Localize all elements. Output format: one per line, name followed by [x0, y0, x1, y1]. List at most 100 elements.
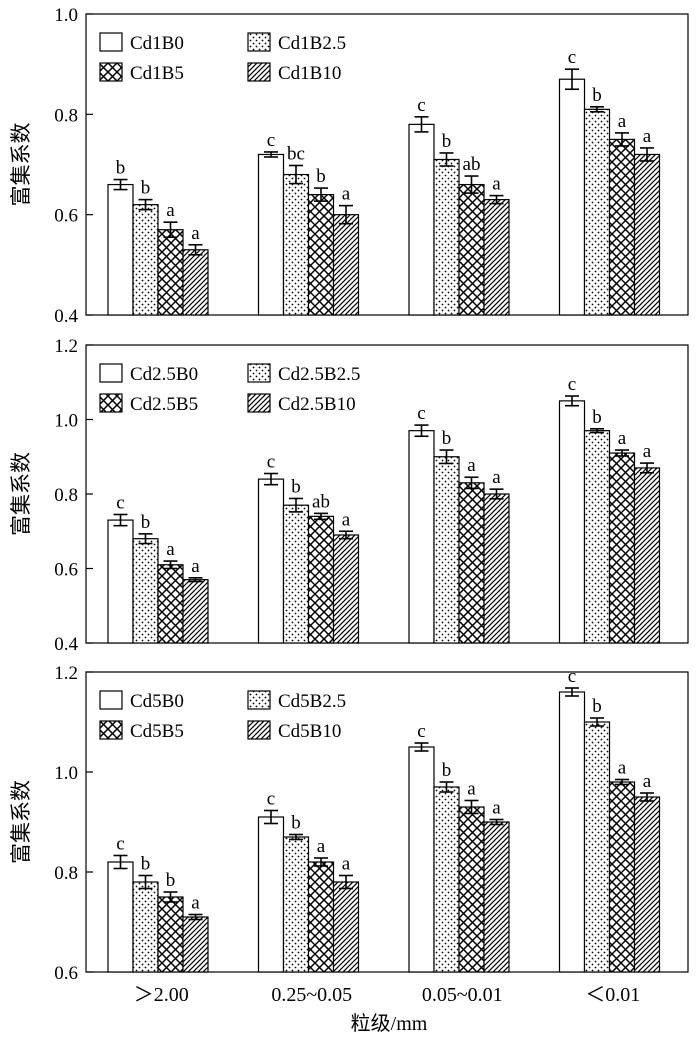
bar [132, 204, 159, 316]
error-bar [314, 512, 328, 521]
x-tick-label: 0.25~0.05 [271, 984, 352, 1006]
y-tick-label: 0.4 [54, 306, 78, 327]
bar [332, 534, 360, 644]
significance-letter: b [442, 131, 452, 152]
legend-label: Cd1B0 [130, 33, 184, 54]
bar [182, 916, 209, 973]
significance-letter: b [592, 407, 602, 428]
error-bar [615, 778, 629, 786]
legend-label: Cd5B2.5 [278, 691, 346, 712]
legend-label: Cd2.5B5 [130, 394, 198, 415]
bar [307, 861, 335, 973]
bar [157, 896, 184, 973]
error-bar [464, 476, 479, 490]
bar [132, 881, 159, 973]
significance-letter: a [191, 223, 200, 244]
legend-label: Cd5B0 [130, 691, 184, 712]
error-bar [439, 449, 454, 465]
bar [408, 123, 435, 316]
bar [458, 482, 485, 644]
bar [257, 153, 285, 316]
bar [332, 881, 360, 973]
legend-swatch [99, 62, 123, 82]
significance-letter: a [492, 174, 501, 195]
legend-label: Cd1B2.5 [278, 33, 346, 54]
y-tick-label: 0.4 [54, 634, 78, 655]
y-tick-label: 0.6 [54, 206, 78, 227]
plot-frame [85, 13, 689, 316]
error-bar [439, 781, 454, 793]
error-bar [138, 533, 153, 545]
legend-swatch [247, 393, 271, 413]
bar [608, 138, 636, 316]
significance-letter: c [116, 834, 124, 855]
error-bar [289, 833, 303, 841]
significance-letter: a [342, 509, 351, 530]
legend-swatch [247, 363, 271, 383]
y-axis-label: 富集系数 [9, 123, 33, 207]
bar [132, 538, 159, 644]
bar [282, 836, 310, 973]
error-bar [113, 513, 128, 527]
bar [608, 781, 636, 973]
bar [107, 861, 134, 973]
significance-letter: a [643, 771, 652, 792]
bar [558, 78, 586, 316]
error-bar [489, 488, 504, 500]
bar [633, 467, 661, 644]
significance-letter: bc [287, 144, 305, 165]
error-bar [565, 687, 579, 697]
bar [433, 456, 460, 644]
significance-letter: b [141, 512, 151, 533]
significance-letter: a [618, 111, 627, 132]
legend-label: Cd5B5 [130, 721, 184, 742]
error-bar [113, 854, 128, 870]
error-bar [289, 497, 303, 513]
significance-letter: b [141, 178, 151, 199]
y-tick-label: 0.6 [54, 560, 78, 581]
legend-label: Cd2.5B0 [130, 364, 198, 385]
bar [332, 214, 360, 316]
significance-letter: b [442, 760, 452, 781]
significance-letter: a [618, 428, 627, 449]
bar [458, 183, 485, 316]
error-bar [163, 560, 178, 570]
bar [608, 452, 636, 644]
error-bar [615, 449, 629, 457]
error-bar [264, 809, 278, 825]
error-bar [289, 164, 303, 185]
y-tick-label: 1.0 [54, 763, 78, 784]
legend-swatch [99, 32, 123, 52]
legend-label: Cd2.5B2.5 [278, 364, 360, 385]
bar [307, 194, 335, 316]
chart-panel-2: 0.4 0.6 0.8 1.0 1.2 富集系数 Cd2.5B0 c c c c Cd2.5B2.5 b… [9, 336, 689, 655]
error-bar [339, 204, 353, 225]
bar [433, 158, 460, 316]
significance-letter: a [492, 798, 501, 819]
legend-label: Cd1B5 [130, 63, 184, 84]
bar [583, 721, 611, 973]
significance-letter: a [492, 467, 501, 488]
error-bar [464, 799, 479, 815]
y-tick-label: 1.2 [54, 336, 78, 357]
error-bar [414, 424, 429, 438]
error-bar [339, 530, 353, 540]
bar [433, 786, 460, 973]
bar [633, 153, 661, 316]
significance-letter: a [191, 893, 200, 914]
plot-frame [85, 671, 689, 973]
error-bar [138, 874, 153, 890]
bar [282, 173, 310, 316]
y-tick-label: 0.8 [54, 863, 78, 884]
legend-swatch [247, 62, 271, 82]
error-bar [138, 198, 153, 211]
error-bar [414, 742, 429, 752]
legend-swatch [99, 393, 123, 413]
error-bar [188, 913, 203, 921]
error-bar [188, 243, 203, 256]
chart-panel-3: 0.60.81.01.2富集系数Cd5B0ccccCd5B2.5bbbbCd5B… [9, 663, 689, 984]
bar [282, 504, 310, 644]
bar [257, 478, 285, 644]
error-bar [414, 116, 429, 133]
